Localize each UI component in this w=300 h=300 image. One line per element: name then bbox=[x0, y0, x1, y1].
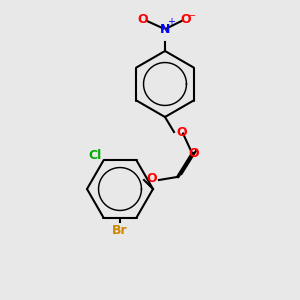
Text: O: O bbox=[188, 146, 199, 160]
Text: O: O bbox=[137, 13, 148, 26]
Text: Br: Br bbox=[112, 224, 128, 238]
Text: +: + bbox=[167, 17, 175, 28]
Text: O: O bbox=[146, 172, 157, 185]
Text: −: − bbox=[188, 11, 196, 22]
Text: O: O bbox=[176, 125, 187, 139]
Text: Cl: Cl bbox=[88, 149, 101, 162]
Text: N: N bbox=[160, 23, 170, 37]
Text: O: O bbox=[181, 13, 191, 26]
